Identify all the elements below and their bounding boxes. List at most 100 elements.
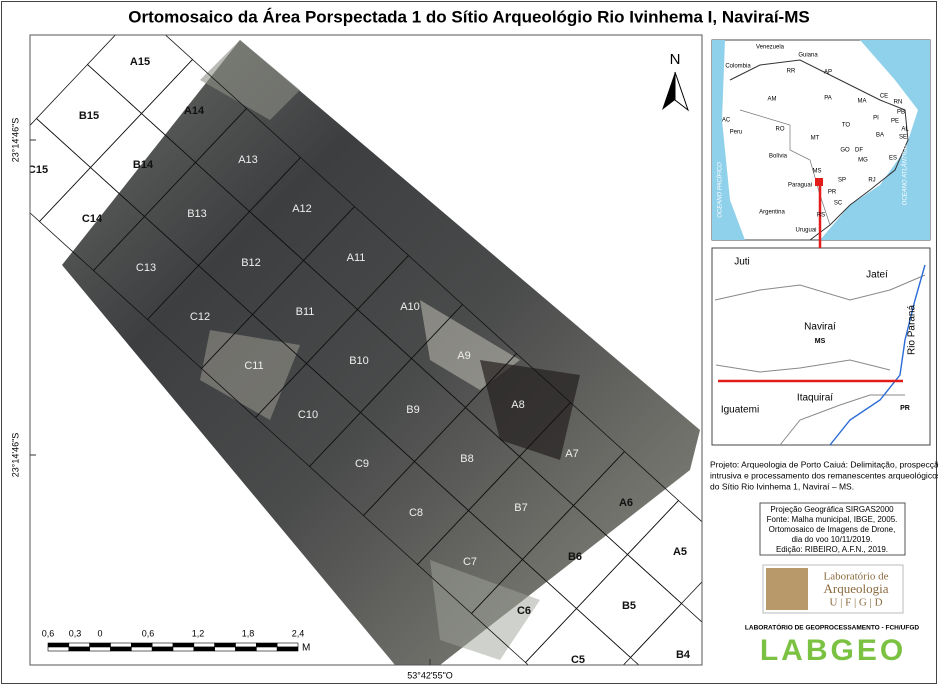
- scale-segment: [173, 647, 194, 651]
- scale-segment: [215, 647, 236, 651]
- inset-label: RS: [817, 213, 825, 219]
- grid-label: B12: [241, 257, 261, 269]
- inset-label: Paraguai: [788, 183, 812, 189]
- coord-label: 53°42'55"O: [407, 670, 453, 680]
- local-label: MS: [815, 338, 826, 345]
- grid-label: C11: [244, 360, 263, 372]
- map-page: Ortomosaico da Área Porspectada 1 do Sít…: [0, 0, 938, 685]
- grid-label: B5: [622, 600, 636, 612]
- inset-label: AL: [901, 127, 909, 133]
- labgeo-caption: LABORATÓRIO DE GEOPROCESSAMENTO - FCH/UF…: [745, 623, 919, 632]
- scale-label: 0: [97, 628, 102, 638]
- project-line: intrusiva e processamento dos remanescen…: [710, 470, 938, 480]
- inset-label: PA: [824, 96, 832, 102]
- grid-label: A12: [292, 203, 312, 215]
- scale-segment: [236, 643, 257, 647]
- inset-label: AP: [824, 70, 832, 76]
- scale-bar: 0,6 0,3 0 0,6 1,2 1,8 2,4 M: [40, 625, 320, 658]
- scale-segment: [111, 643, 132, 647]
- scale-segment: [277, 643, 298, 647]
- grid-label: A8: [511, 399, 524, 411]
- projection-line: Fonte: Malha municipal, IBGE, 2005.: [767, 515, 898, 524]
- inset-label: RJ: [868, 178, 875, 184]
- scale-label: 1,8: [242, 628, 255, 638]
- scale-segment: [131, 647, 152, 651]
- inset-label: Uruguai: [795, 228, 816, 234]
- location-marker: [815, 178, 823, 186]
- scale-label: 0,3: [69, 628, 82, 638]
- scale-segment: [111, 647, 132, 651]
- ocean-label: OCEANO ATLÂNTICO: [902, 144, 909, 205]
- inset-label: Venezuela: [756, 45, 785, 51]
- inset-label: PI: [873, 116, 879, 122]
- inset-label: ES: [889, 156, 897, 162]
- scale-segment: [256, 643, 277, 647]
- scale-label: 2,4: [292, 628, 305, 638]
- inset-label: Guiana: [798, 53, 818, 59]
- inset-label: RN: [894, 100, 903, 106]
- inset-label: MS: [813, 169, 822, 175]
- inset-label: RO: [776, 127, 785, 133]
- logo-text: U | F | G | D: [829, 597, 882, 609]
- coord-label: 23°14'46"S: [10, 433, 20, 478]
- grid-label: C6: [517, 605, 531, 617]
- labgeo-logo: LABGEO: [760, 634, 906, 667]
- inset-label: PB: [897, 110, 905, 116]
- scale-unit: M: [302, 643, 310, 654]
- logo-emblem: [766, 568, 808, 610]
- scale-segment: [131, 643, 152, 647]
- scale-segment: [90, 647, 111, 651]
- inset-label: DF: [855, 148, 863, 154]
- scale-segment: [194, 647, 215, 651]
- title: Ortomosaico da Área Porspectada 1 do Sít…: [128, 7, 809, 26]
- project-line: do Sítio Rio Ivinhema 1, Naviraí – MS.: [710, 481, 854, 491]
- scale-segment: [48, 643, 69, 647]
- inset-label: PR: [828, 190, 837, 196]
- grid-label: A5: [673, 546, 687, 558]
- grid-label: B7: [514, 502, 527, 514]
- inset-label: GO: [840, 148, 850, 154]
- grid-label: A14: [184, 105, 205, 117]
- river-label: Rio Paraná: [907, 305, 918, 355]
- local-label: Jateí: [866, 270, 888, 281]
- local-label: Iguatemi: [721, 405, 759, 416]
- inset-label: AM: [768, 97, 777, 103]
- scale-segment: [194, 643, 215, 647]
- inset-label: RR: [787, 69, 796, 75]
- projection-line: Ortomosaico de Imagens de Drone,: [769, 525, 896, 534]
- scale-segment: [215, 643, 236, 647]
- scale-segment: [277, 647, 298, 651]
- grid-label: B10: [349, 355, 369, 367]
- scale-segment: [173, 643, 194, 647]
- inset-label: Peru: [730, 130, 743, 136]
- projection-line: Projeção Geográfica SIRGAS2000: [770, 505, 894, 514]
- grid-label: C12: [190, 311, 210, 323]
- inset-label: MA: [858, 99, 867, 105]
- grid-label: B6: [568, 551, 582, 563]
- inset-label: SP: [838, 178, 846, 184]
- scale-bg: [40, 625, 320, 658]
- scale-label: 0,6: [42, 628, 55, 638]
- local-label: PR: [900, 405, 910, 412]
- logo-text: Arqueologia: [824, 581, 889, 596]
- inset-label: BA: [876, 133, 884, 139]
- scale-segment: [236, 647, 257, 651]
- projection-line: dia do voo 10/11/2019.: [792, 535, 873, 544]
- inset-label: Colombia: [725, 64, 751, 70]
- grid-label: B11: [296, 306, 315, 318]
- scale-label: 0,6: [142, 628, 155, 638]
- scale-segment: [256, 647, 277, 651]
- grid-label: B14: [133, 159, 154, 171]
- scale-segment: [90, 643, 111, 647]
- grid-label: C13: [136, 262, 156, 274]
- grid-label: B15: [79, 110, 99, 122]
- grid-label: C8: [409, 507, 423, 519]
- grid-label: B8: [460, 453, 473, 465]
- inset-label: MG: [858, 158, 868, 164]
- grid-label: A11: [347, 252, 366, 264]
- grid-label: C7: [463, 556, 477, 568]
- coord-label: 23°14'46"S: [10, 118, 20, 163]
- grid-label: C15: [28, 164, 48, 176]
- scale-label: 1,2: [192, 628, 205, 638]
- grid-label: B13: [187, 208, 207, 220]
